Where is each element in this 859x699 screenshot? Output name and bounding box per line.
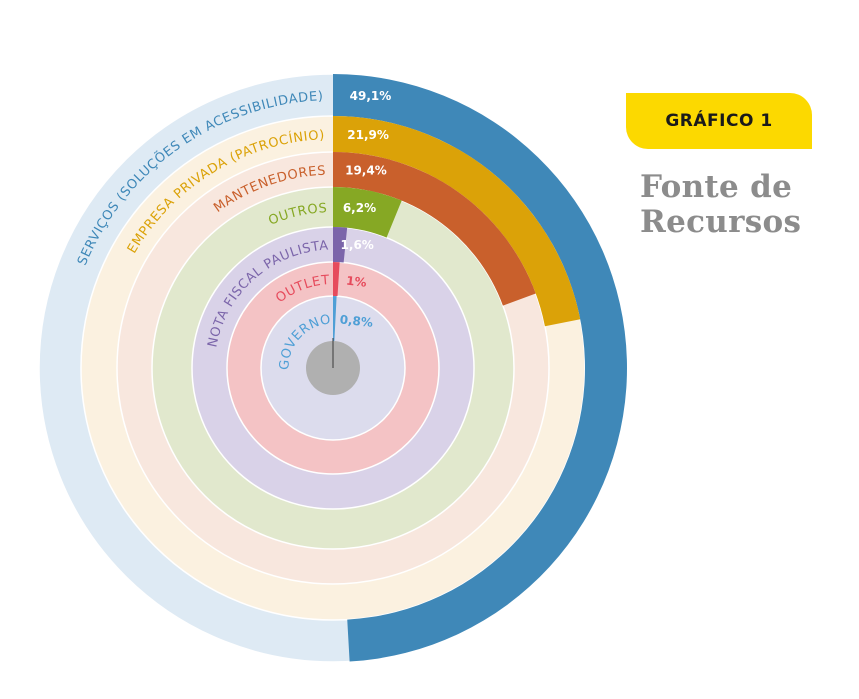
value-label-5: 1,6% xyxy=(341,238,374,252)
chart-heading-line-1: Fonte de xyxy=(640,169,793,205)
value-label-7: 0,8% xyxy=(339,313,374,330)
value-label-6: 1% xyxy=(345,274,367,290)
ring-bar-7 xyxy=(333,296,337,342)
chart-number-label: GRÁFICO 1 xyxy=(665,111,773,131)
ring-bar-4 xyxy=(333,187,402,238)
chart-number-badge: GRÁFICO 1 xyxy=(626,93,812,149)
ring-bar-6 xyxy=(333,262,340,297)
value-label-3: 19,4% xyxy=(345,163,387,177)
value-label-1: 49,1% xyxy=(350,89,392,103)
chart-heading-line-2: Recursos xyxy=(640,204,802,240)
value-label-4: 6,2% xyxy=(343,201,376,215)
ring-bar-5 xyxy=(333,227,348,263)
chart-heading: Fonte de Recursos xyxy=(640,170,850,240)
ring-bar-3 xyxy=(333,152,536,306)
value-label-2: 21,9% xyxy=(347,128,389,142)
ring-bar-1 xyxy=(333,74,627,662)
ring-bar-2 xyxy=(333,116,581,327)
